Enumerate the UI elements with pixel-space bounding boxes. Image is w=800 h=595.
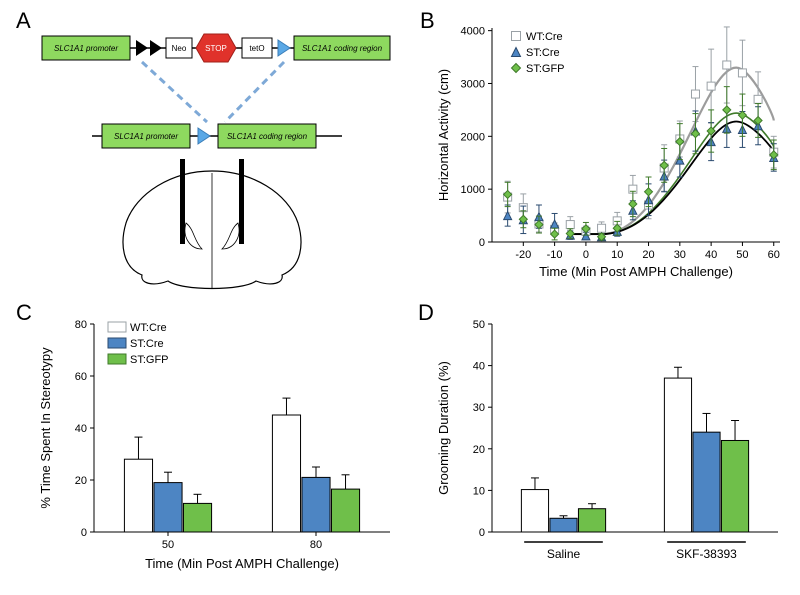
svg-text:30: 30 <box>473 402 485 414</box>
svg-text:0: 0 <box>583 249 589 261</box>
svg-text:80: 80 <box>310 539 322 551</box>
svg-text:SLC1A1 promoter: SLC1A1 promoter <box>54 44 118 53</box>
svg-text:60: 60 <box>75 371 87 383</box>
svg-text:20: 20 <box>642 249 654 261</box>
svg-text:Grooming Duration (%): Grooming Duration (%) <box>436 361 451 495</box>
panel-a-label: A <box>16 8 31 34</box>
panel-a-diagram: SLC1A1 promoter Neo STOP tetO SLC1A1 cod… <box>32 18 402 298</box>
svg-text:20: 20 <box>75 475 87 487</box>
panel-c-label: C <box>16 300 32 326</box>
panel-b-chart: 0 1000 2000 3000 4000 -20 -10 0 10 20 30 40 50 60 Time… <box>430 14 790 294</box>
svg-text:SKF-38393: SKF-38393 <box>676 547 737 561</box>
svg-text:ST:GFP: ST:GFP <box>526 63 565 75</box>
svg-text:0: 0 <box>479 237 485 249</box>
svg-text:WT:Cre: WT:Cre <box>526 31 563 43</box>
svg-text:3000: 3000 <box>461 78 485 90</box>
svg-text:40: 40 <box>473 361 485 373</box>
svg-text:Time (Min Post AMPH Challenge): Time (Min Post AMPH Challenge) <box>539 264 733 279</box>
svg-text:SLC1A1 coding region: SLC1A1 coding region <box>302 44 383 53</box>
svg-text:40: 40 <box>75 423 87 435</box>
svg-text:50: 50 <box>736 249 748 261</box>
svg-text:1000: 1000 <box>461 184 485 196</box>
svg-text:Time (Min Post AMPH Challenge): Time (Min Post AMPH Challenge) <box>145 556 339 571</box>
svg-text:-10: -10 <box>547 249 563 261</box>
svg-text:% Time Spent In Stereotypy: % Time Spent In Stereotypy <box>38 347 53 509</box>
svg-text:0: 0 <box>479 527 485 539</box>
svg-text:SLC1A1 coding region: SLC1A1 coding region <box>227 132 308 141</box>
svg-text:2000: 2000 <box>461 131 485 143</box>
brain-outline-icon <box>123 159 301 289</box>
svg-text:Saline: Saline <box>547 547 581 561</box>
svg-text:-20: -20 <box>515 249 531 261</box>
svg-text:Neo: Neo <box>172 44 187 53</box>
panel-c-chart: 0 20 40 60 80 % Time Spent In Stereotypy 50 80 T… <box>32 310 402 590</box>
svg-text:ST:Cre: ST:Cre <box>526 47 560 59</box>
svg-text:80: 80 <box>75 319 87 331</box>
svg-text:50: 50 <box>473 319 485 331</box>
svg-text:ST:GFP: ST:GFP <box>130 354 169 366</box>
svg-text:tetO: tetO <box>249 44 264 53</box>
svg-text:WT:Cre: WT:Cre <box>130 322 167 334</box>
svg-text:20: 20 <box>473 444 485 456</box>
svg-text:50: 50 <box>162 539 174 551</box>
svg-text:60: 60 <box>768 249 780 261</box>
svg-text:30: 30 <box>674 249 686 261</box>
svg-text:10: 10 <box>611 249 623 261</box>
svg-text:STOP: STOP <box>205 44 227 53</box>
svg-text:0: 0 <box>81 527 87 539</box>
svg-text:10: 10 <box>473 485 485 497</box>
panel-d-chart: 0 10 20 30 40 50 Grooming Duration (%) Saline SK… <box>430 310 790 590</box>
svg-text:Horizontal Activity (cm): Horizontal Activity (cm) <box>436 69 451 201</box>
svg-text:4000: 4000 <box>461 26 485 38</box>
svg-text:40: 40 <box>705 249 717 261</box>
svg-text:ST:Cre: ST:Cre <box>130 338 164 350</box>
svg-text:SLC1A1 promoter: SLC1A1 promoter <box>114 132 178 141</box>
